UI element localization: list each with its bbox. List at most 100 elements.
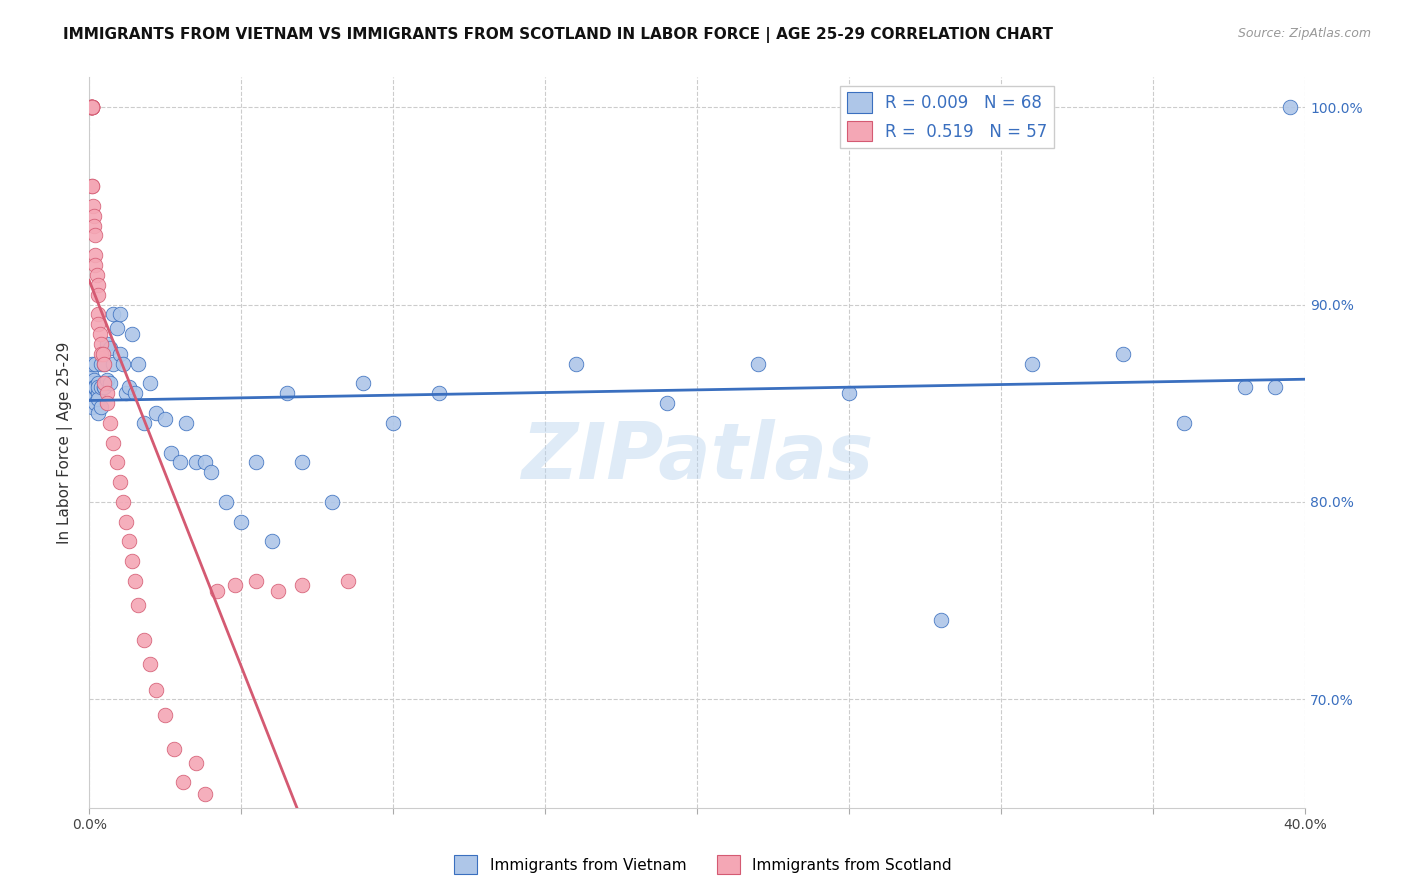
Y-axis label: In Labor Force | Age 25-29: In Labor Force | Age 25-29	[58, 342, 73, 544]
Point	[82, 100, 104, 114]
Point	[82, 386, 104, 401]
Point	[80, 100, 103, 114]
Point	[96, 337, 118, 351]
Point	[103, 307, 125, 321]
Point	[82, 100, 104, 114]
Point	[1264, 380, 1286, 394]
Point	[105, 455, 128, 469]
Point	[87, 392, 110, 407]
Point	[84, 248, 107, 262]
Point	[90, 337, 112, 351]
Point	[245, 574, 267, 588]
Point	[83, 209, 105, 223]
Point	[93, 380, 115, 394]
Point	[96, 396, 118, 410]
Point	[1112, 347, 1135, 361]
Point	[231, 515, 253, 529]
Point	[121, 554, 143, 568]
Point	[79, 100, 101, 114]
Point	[194, 787, 217, 801]
Point	[291, 455, 314, 469]
Point	[1173, 416, 1195, 430]
Point	[1279, 100, 1302, 114]
Point	[82, 179, 104, 194]
Point	[139, 657, 162, 671]
Point	[96, 372, 118, 386]
Point	[84, 228, 107, 243]
Point	[103, 357, 125, 371]
Point	[266, 583, 288, 598]
Point	[82, 199, 104, 213]
Point	[184, 455, 207, 469]
Point	[260, 534, 283, 549]
Point	[82, 357, 104, 371]
Point	[105, 321, 128, 335]
Point	[79, 100, 101, 114]
Point	[91, 347, 114, 361]
Point	[84, 357, 107, 371]
Point	[87, 318, 110, 332]
Text: Source: ZipAtlas.com: Source: ZipAtlas.com	[1237, 27, 1371, 40]
Point	[90, 357, 112, 371]
Point	[1021, 357, 1043, 371]
Point	[83, 219, 105, 233]
Point	[1233, 380, 1256, 394]
Point	[838, 386, 860, 401]
Point	[564, 357, 586, 371]
Point	[224, 578, 246, 592]
Point	[111, 495, 134, 509]
Point	[382, 416, 405, 430]
Point	[132, 416, 155, 430]
Point	[100, 416, 122, 430]
Point	[114, 515, 136, 529]
Point	[84, 258, 107, 272]
Point	[79, 100, 101, 114]
Point	[124, 574, 146, 588]
Point	[169, 455, 191, 469]
Point	[215, 495, 238, 509]
Point	[90, 400, 112, 414]
Point	[87, 307, 110, 321]
Point	[108, 347, 131, 361]
Point	[82, 100, 104, 114]
Point	[93, 357, 115, 371]
Point	[87, 277, 110, 292]
Point	[160, 445, 183, 459]
Point	[90, 380, 112, 394]
Point	[87, 386, 110, 401]
Point	[82, 100, 104, 114]
Text: ZIPatlas: ZIPatlas	[522, 419, 873, 495]
Point	[87, 376, 110, 391]
Point	[321, 495, 343, 509]
Point	[118, 534, 141, 549]
Point	[90, 347, 112, 361]
Point	[132, 633, 155, 648]
Point	[87, 287, 110, 301]
Point	[184, 756, 207, 770]
Point	[79, 367, 101, 381]
Point	[145, 406, 167, 420]
Point	[79, 380, 101, 394]
Point	[276, 386, 298, 401]
Point	[121, 327, 143, 342]
Point	[153, 708, 176, 723]
Point	[176, 416, 198, 430]
Point	[139, 376, 162, 391]
Point	[929, 614, 952, 628]
Point	[82, 179, 104, 194]
Point	[83, 380, 105, 394]
Point	[86, 268, 108, 282]
Point	[127, 598, 149, 612]
Point	[93, 376, 115, 391]
Point	[114, 386, 136, 401]
Point	[82, 376, 104, 391]
Point	[82, 100, 104, 114]
Point	[84, 396, 107, 410]
Point	[93, 357, 115, 371]
Point	[172, 775, 194, 789]
Point	[427, 386, 450, 401]
Point	[245, 455, 267, 469]
Point	[83, 372, 105, 386]
Legend: R = 0.009   N = 68, R =  0.519   N = 57: R = 0.009 N = 68, R = 0.519 N = 57	[839, 86, 1054, 148]
Point	[200, 466, 222, 480]
